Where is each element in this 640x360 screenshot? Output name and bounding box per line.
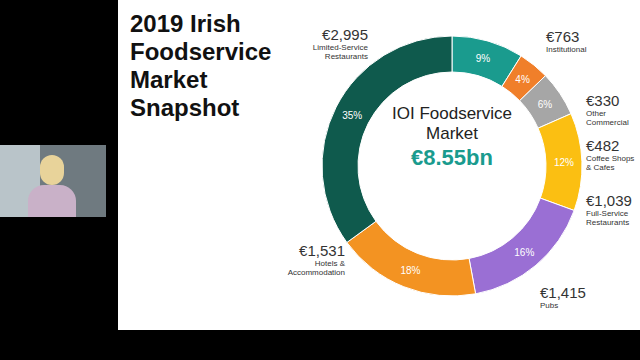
category-label: Full-Service Restaurants [586, 209, 638, 227]
value-label: €1,531 [265, 242, 345, 259]
percent-label: 4% [515, 74, 530, 85]
slice [347, 221, 476, 296]
slice-callout: €1,039Full-Service Restaurants [586, 192, 638, 227]
slice-callout: €1,531Hotels & Accommodation [265, 242, 345, 277]
annotation: IOI Foodservice Market [392, 104, 512, 144]
presenter-body [28, 185, 76, 217]
percent-label: 12% [554, 157, 574, 168]
center-text: IOI Foodservice Market€8.55bn [392, 104, 512, 172]
category-label: Hotels & Accommodation [265, 259, 345, 277]
category-label: Pubs [540, 301, 620, 310]
value-label: €1,039 [586, 192, 638, 209]
slice-callout: €482Coffee Shops & Cafes [586, 137, 638, 172]
title: 2019 Irish Foodservice Market Snapshot [130, 10, 300, 122]
percent-label: 18% [400, 265, 420, 276]
stage: 2019 Irish Foodservice Market Snapshot 9%… [0, 0, 640, 360]
percent-label: 6% [538, 99, 553, 110]
value-label: €330 [586, 92, 638, 109]
slice-labels: 9% 4% 6% 12% 16% 18% 35% [342, 53, 574, 276]
category-label: Coffee Shops & Cafes [586, 154, 638, 172]
slice-callout: €330Other Commercial [586, 92, 638, 127]
slice [538, 114, 582, 211]
slices [322, 36, 582, 296]
value-label: €482 [586, 137, 638, 154]
percent-label: 35% [342, 110, 362, 121]
slice-callout: €1,415Pubs [540, 284, 620, 310]
value-label: €763 [546, 28, 626, 45]
slice-callout: €2,995Limited-Service Restaurants [278, 26, 368, 61]
annotation: €8.55bn [392, 144, 512, 172]
percent-label: 16% [514, 247, 534, 258]
webcam [0, 145, 106, 217]
slice [469, 198, 574, 294]
presenter-head [40, 155, 64, 185]
slice-callout: €763Institutional [546, 28, 626, 54]
category-label: Limited-Service Restaurants [278, 43, 368, 61]
value-label: €1,415 [540, 284, 620, 301]
value-label: €2,995 [278, 26, 368, 43]
category-label: Other Commercial [586, 109, 638, 127]
category-label: Institutional [546, 45, 626, 54]
percent-label: 9% [476, 53, 491, 64]
